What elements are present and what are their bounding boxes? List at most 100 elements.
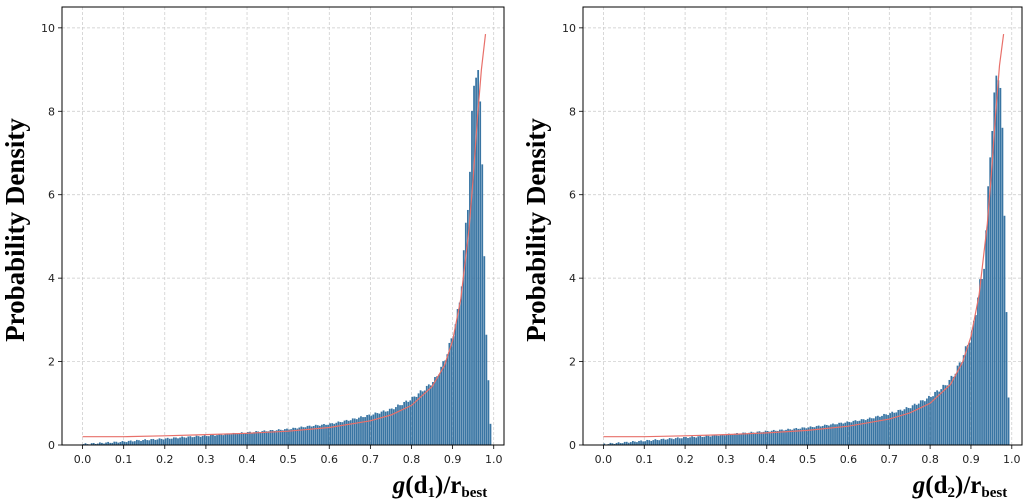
histogram-bar: [265, 431, 268, 445]
x-tick-label: 0.0: [595, 453, 613, 466]
y-tick-label: 10: [41, 22, 55, 35]
histogram-bar: [727, 433, 730, 445]
x-tick-label: 0.7: [881, 453, 899, 466]
histogram-bar: [919, 400, 922, 445]
histogram-bar: [432, 381, 434, 445]
histogram-bar: [288, 429, 290, 445]
histogram-bar: [411, 396, 414, 445]
x-tick-label: 0.2: [156, 453, 174, 466]
histogram-bar: [723, 435, 726, 445]
histogram-bar: [201, 435, 204, 445]
histogram-bar: [646, 439, 649, 445]
histogram-bar: [1005, 312, 1008, 445]
histogram-bar: [930, 396, 932, 445]
histogram-bar: [1007, 397, 1010, 445]
histogram-bar: [881, 415, 883, 445]
histogram-bar: [364, 417, 366, 445]
histogram-bar: [905, 407, 908, 445]
histogram-bar: [253, 432, 255, 445]
histogram-bar: [370, 415, 373, 445]
histogram-bar: [730, 434, 732, 445]
histogram-bar: [421, 391, 424, 445]
histogram-bar: [732, 434, 734, 445]
histogram-bar: [642, 441, 644, 445]
histogram-bar: [335, 422, 338, 445]
histogram-bar: [746, 433, 749, 445]
x-tick-label: 0.0: [74, 453, 92, 466]
histogram-bar: [195, 435, 198, 445]
histogram-bar: [701, 436, 704, 445]
histogram-bar: [197, 436, 200, 445]
left-histogram-chart: 0.0 0.1 0.2 0.3 0.4 0.5 0.6 0.7 0.8 0.9 1.0 0 2 4 6 8 10…: [0, 6, 505, 501]
histogram-bar: [862, 419, 865, 445]
histogram-bar: [764, 430, 767, 445]
histogram-bar: [915, 404, 918, 445]
histogram-bar: [205, 436, 208, 445]
x-axis-label-part: best: [461, 485, 487, 501]
x-tick-label: 0.9: [444, 453, 462, 466]
histogram-bar: [444, 360, 447, 445]
histogram-bar: [864, 420, 867, 445]
histogram-bar: [952, 376, 955, 445]
histogram-bar: [658, 440, 661, 445]
histogram-bar: [142, 440, 144, 445]
histogram-bar: [380, 411, 383, 445]
histogram-bar: [214, 435, 216, 445]
histogram-bar: [425, 385, 428, 445]
histogram-bar: [674, 438, 677, 445]
x-axis-label: g(d1)/rbest: [392, 472, 487, 501]
histogram-bar: [609, 442, 612, 445]
histogram-bar: [858, 420, 861, 445]
histogram-bar: [337, 421, 340, 445]
histogram-bar: [168, 438, 171, 445]
histogram-bar: [207, 436, 210, 445]
histogram-bar: [762, 431, 765, 445]
histogram-bar: [351, 418, 354, 445]
histogram-bar: [721, 434, 724, 445]
histogram-bar: [960, 362, 963, 445]
y-tick-label: 10: [562, 22, 576, 35]
histogram-bar: [131, 441, 134, 445]
histogram-bar: [415, 396, 418, 445]
histogram-bar: [378, 413, 381, 445]
y-tick-label: 2: [48, 356, 55, 369]
histogram-bar: [203, 435, 206, 445]
x-tick-label: 1.0: [1003, 453, 1021, 466]
histogram-bar: [683, 437, 685, 445]
x-axis-label-part: best: [981, 485, 1007, 501]
histogram-bar: [785, 429, 787, 445]
histogram-bar: [772, 429, 775, 445]
histogram-bar: [355, 419, 358, 445]
histogram-bar: [475, 77, 477, 445]
histogram-bar: [290, 429, 292, 445]
x-axis-label-part: )/: [955, 472, 971, 499]
histogram-bar: [660, 438, 663, 445]
x-tick-label: 0.3: [197, 453, 215, 466]
histogram-bar: [883, 413, 885, 445]
histogram-bar: [695, 437, 698, 445]
histogram-bar: [185, 437, 188, 445]
histogram-bar: [267, 431, 270, 445]
histogram-bar: [236, 433, 239, 445]
histogram-bar: [395, 407, 397, 445]
x-axis-label-part: g: [392, 472, 406, 499]
histogram-bar: [783, 430, 785, 445]
histogram-bar: [345, 419, 348, 445]
histogram-bar: [1001, 127, 1004, 445]
histogram-bar: [388, 408, 391, 445]
histogram-bar: [450, 338, 453, 445]
histogram-bar: [856, 421, 859, 445]
histogram-bar: [779, 429, 781, 445]
histogram-bar: [619, 443, 622, 445]
histogram-bar: [386, 411, 389, 445]
histogram-bar: [754, 432, 757, 445]
histogram-bar: [656, 439, 659, 445]
histogram-bar: [187, 436, 190, 445]
histogram-bar: [840, 422, 843, 445]
histogram-bar: [809, 426, 812, 445]
histogram-bar: [852, 420, 855, 445]
histogram-bar: [707, 435, 710, 445]
histogram-bar: [758, 431, 761, 445]
histogram-bar: [895, 412, 898, 445]
histogram-bar: [220, 434, 223, 445]
